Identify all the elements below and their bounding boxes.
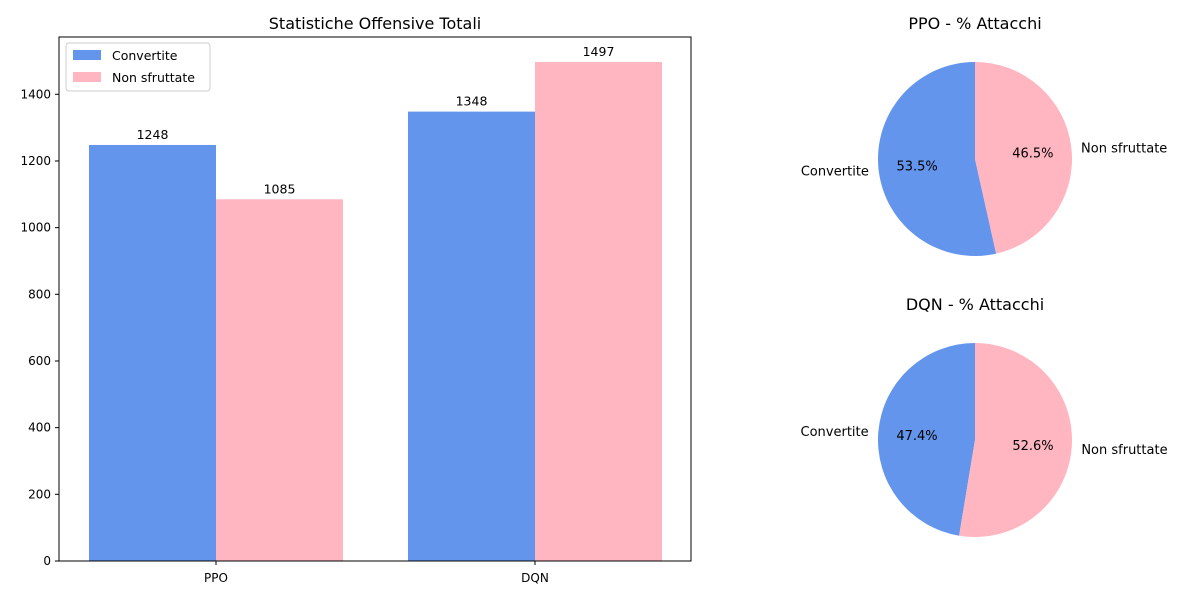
- pie-dqn-title: DQN - % Attacchi: [906, 295, 1044, 314]
- data-label-ppo-non-sfruttate: 1085: [264, 181, 296, 196]
- data-label-dqn-non-sfruttate: 1497: [583, 44, 615, 59]
- bar-dqn-non-sfruttate: [535, 61, 662, 561]
- y-tick-label-1200: 1200: [20, 154, 51, 168]
- bar-dqn-convertite: [408, 111, 535, 562]
- pie-dqn-label-non-sfruttate: Non sfruttate: [1081, 443, 1167, 458]
- data-label-ppo-convertite: 1248: [137, 127, 169, 142]
- pie-dqn-slice-convertite: [877, 343, 975, 536]
- x-tick-label-ppo: PPO: [204, 571, 228, 585]
- pie-ppo-pct-convertite: 53.5%: [896, 159, 937, 174]
- y-tick-label-0: 0: [43, 554, 51, 568]
- bar-ppo-convertite: [89, 144, 216, 561]
- pie-dqn-pct-convertite: 47.4%: [896, 429, 937, 444]
- pie-chart-ppo: PPO - % Attacchi 53.5% Convertite 46.5% Non…: [801, 14, 1167, 257]
- pie-ppo-title: PPO - % Attacchi: [908, 14, 1041, 33]
- legend-swatch-non-sfruttate: [73, 72, 101, 82]
- bar-chart: Statistiche Offensive Totali 1248 1085 134…: [20, 14, 692, 585]
- y-tick-label-600: 600: [28, 354, 51, 368]
- pie-dqn-pct-non-sfruttate: 52.6%: [1012, 439, 1053, 454]
- y-tick-label-1400: 1400: [20, 87, 51, 101]
- y-tick-label-1000: 1000: [20, 221, 51, 235]
- pie-chart-dqn: DQN - % Attacchi 47.4% Convertite 52.6% Non…: [801, 295, 1168, 537]
- pie-ppo-label-non-sfruttate: Non sfruttate: [1081, 141, 1167, 156]
- bar-chart-title: Statistiche Offensive Totali: [269, 14, 481, 33]
- y-tick-label-200: 200: [28, 487, 51, 501]
- pie-ppo-label-convertite: Convertite: [801, 165, 869, 180]
- legend-frame: [65, 42, 211, 92]
- bar-marks: 1248 1085 1348 1497: [89, 44, 662, 562]
- pie-ppo-marks: 53.5% Convertite 46.5% Non sfruttate: [801, 62, 1167, 257]
- data-label-dqn-convertite: 1348: [456, 94, 488, 109]
- x-tick-label-dqn: DQN: [521, 571, 549, 585]
- pie-ppo-pct-non-sfruttate: 46.5%: [1012, 147, 1053, 162]
- legend-label-non-sfruttate: Non sfruttate: [112, 70, 195, 85]
- y-tick-label-400: 400: [28, 421, 51, 435]
- y-tick-label-800: 800: [28, 287, 51, 301]
- pie-dqn-marks: 47.4% Convertite 52.6% Non sfruttate: [801, 343, 1168, 537]
- bar-axes: 0 200 400 600 800 1000 1200 1400 PPO DQN: [20, 36, 692, 585]
- bar-axes-frame: [58, 36, 692, 562]
- pie-dqn-label-convertite: Convertite: [801, 425, 869, 440]
- bar-ppo-non-sfruttate: [216, 199, 343, 561]
- legend-swatch-convertite: [73, 50, 101, 60]
- legend: Convertite Non sfruttate: [65, 42, 211, 92]
- pie-ppo-slice-convertite: [877, 62, 997, 257]
- legend-label-convertite: Convertite: [112, 48, 178, 63]
- pie-ppo-slice-non-sfruttate: [975, 62, 1072, 254]
- pie-dqn-slice-non-sfruttate: [959, 343, 1073, 537]
